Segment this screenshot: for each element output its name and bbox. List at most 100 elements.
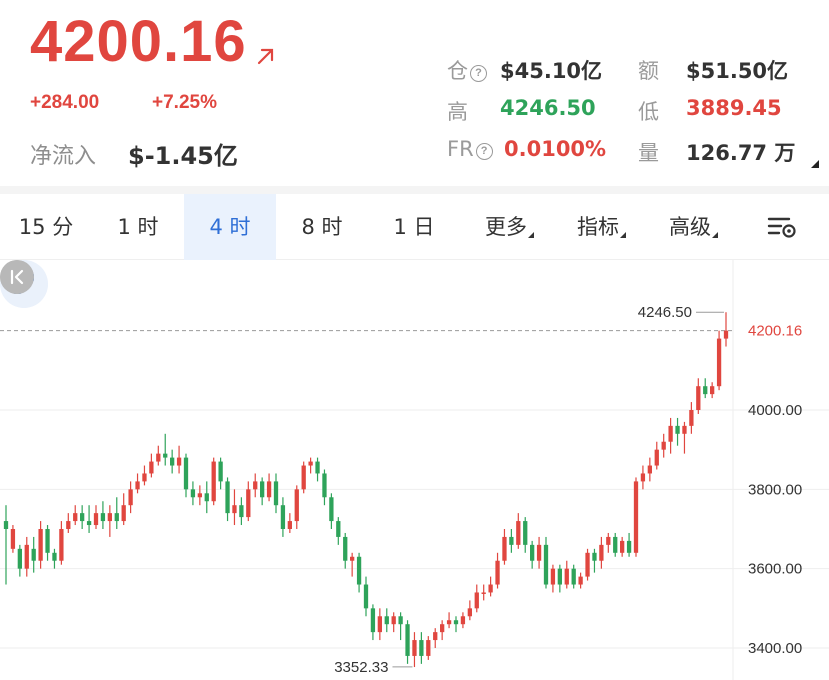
chart-settings-icon[interactable]	[767, 214, 797, 240]
candle-body	[488, 584, 493, 593]
ticker-header: 4200.16 +284.00 +7.25% 净流入 $-1.45亿 仓? $4…	[0, 0, 829, 186]
candle-body	[654, 449, 659, 466]
expand-corner-icon[interactable]	[811, 160, 819, 168]
question-icon[interactable]: ?	[470, 65, 487, 82]
high-value: 4246.50	[500, 96, 596, 120]
candle-body	[253, 481, 258, 490]
candle-body	[114, 513, 119, 522]
tab-8h[interactable]: 8 时	[301, 215, 343, 239]
candle-body	[93, 513, 99, 526]
candle-body	[211, 461, 216, 502]
candle-body	[183, 457, 189, 490]
candle-body	[585, 552, 590, 577]
candle-body	[287, 521, 292, 529]
candle-body	[329, 497, 334, 522]
candle-body	[571, 568, 576, 585]
net-inflow-value: $-1.45亿	[128, 142, 238, 170]
funding-rate-value: 0.0100%	[504, 137, 607, 161]
candle-body	[121, 505, 126, 522]
candle-body	[716, 338, 722, 387]
candle-body	[696, 386, 701, 410]
candle-body	[190, 489, 196, 498]
candle-body	[336, 521, 341, 537]
candle-body	[17, 548, 22, 569]
turnover-value: $51.50亿	[686, 59, 789, 83]
candle-body	[433, 632, 438, 641]
low-value: 3889.45	[686, 96, 782, 120]
net-inflow-label: 净流入	[30, 144, 97, 169]
candle-body	[606, 536, 611, 545]
candle-body	[301, 465, 306, 490]
candle-body	[710, 386, 715, 395]
up-arrow-icon	[257, 48, 274, 65]
candle-body	[45, 529, 50, 553]
candle-body	[86, 521, 92, 526]
candle-body	[509, 536, 514, 545]
candle-body	[100, 513, 106, 522]
candle-body	[613, 536, 618, 553]
candle-body	[419, 640, 424, 656]
candle-body	[239, 505, 244, 518]
candle-body	[592, 552, 597, 561]
candle-body	[647, 465, 652, 474]
candle-body	[474, 592, 479, 609]
min-price-label: 3352.33	[334, 659, 388, 676]
candle-body	[426, 640, 431, 656]
candle-body	[599, 544, 604, 561]
question-icon[interactable]: ?	[475, 143, 493, 160]
candle-body	[218, 461, 223, 482]
tab-4h[interactable]: 4 时	[184, 194, 276, 260]
candle-body	[689, 410, 694, 426]
dropdown-corner-icon	[528, 232, 534, 238]
dropdown-corner-icon	[712, 232, 718, 238]
y-tick-label: 3800.00	[748, 481, 802, 498]
candle-body	[260, 481, 265, 498]
candlestick-chart[interactable]: 4000.00 3800.00 3600.00 3400.00 4200.16 4246.…	[0, 260, 829, 680]
candle-body	[10, 529, 16, 549]
tab-15m[interactable]: 15 分	[18, 215, 74, 239]
candle-body	[668, 425, 673, 442]
candle-body	[405, 624, 410, 656]
candle-body	[543, 544, 549, 585]
candle-body	[626, 540, 632, 553]
candle-body	[163, 453, 168, 458]
candle-body	[356, 556, 362, 585]
candle-body	[536, 544, 542, 561]
candle-body	[530, 544, 535, 561]
candle-body	[703, 386, 708, 395]
tab-advanced[interactable]: 高级	[644, 194, 736, 260]
candle-body	[128, 489, 133, 506]
change-percent: +7.25%	[152, 92, 217, 113]
candle-body	[266, 481, 272, 498]
open-interest-value: $45.10亿	[500, 59, 603, 83]
chart-canvas[interactable]: 4000.00 3800.00 3600.00 3400.00 4200.16 4246.…	[0, 260, 829, 680]
candle-body	[564, 568, 569, 585]
scroll-to-latest-button[interactable]	[0, 260, 34, 294]
open-interest-label: 仓?	[447, 55, 487, 85]
candle-body	[204, 493, 209, 502]
candle-body	[453, 620, 459, 625]
tab-more[interactable]: 更多	[460, 194, 552, 260]
tab-1h[interactable]: 1 时	[117, 215, 159, 239]
candle-body	[640, 473, 646, 482]
candle-body	[523, 521, 528, 545]
low-label: 低	[638, 100, 659, 124]
candle-body	[294, 489, 299, 522]
candle-body	[273, 481, 279, 506]
current-price-label: 4200.16	[748, 323, 802, 340]
candle-body	[516, 521, 521, 545]
candle-body	[73, 513, 78, 522]
candle-body	[370, 608, 376, 633]
candle-body	[176, 457, 182, 466]
candle-body	[481, 592, 486, 594]
y-tick-label: 3400.00	[748, 640, 802, 657]
funding-rate-label: FR?	[447, 137, 493, 161]
tab-1d[interactable]: 1 日	[393, 215, 435, 239]
section-divider	[0, 186, 829, 194]
candle-body	[675, 425, 680, 434]
candle-body	[280, 505, 286, 529]
candle-body	[578, 576, 583, 585]
tab-indicators[interactable]: 指标	[552, 194, 644, 260]
candle-body	[142, 473, 147, 482]
candle-body	[502, 536, 507, 561]
